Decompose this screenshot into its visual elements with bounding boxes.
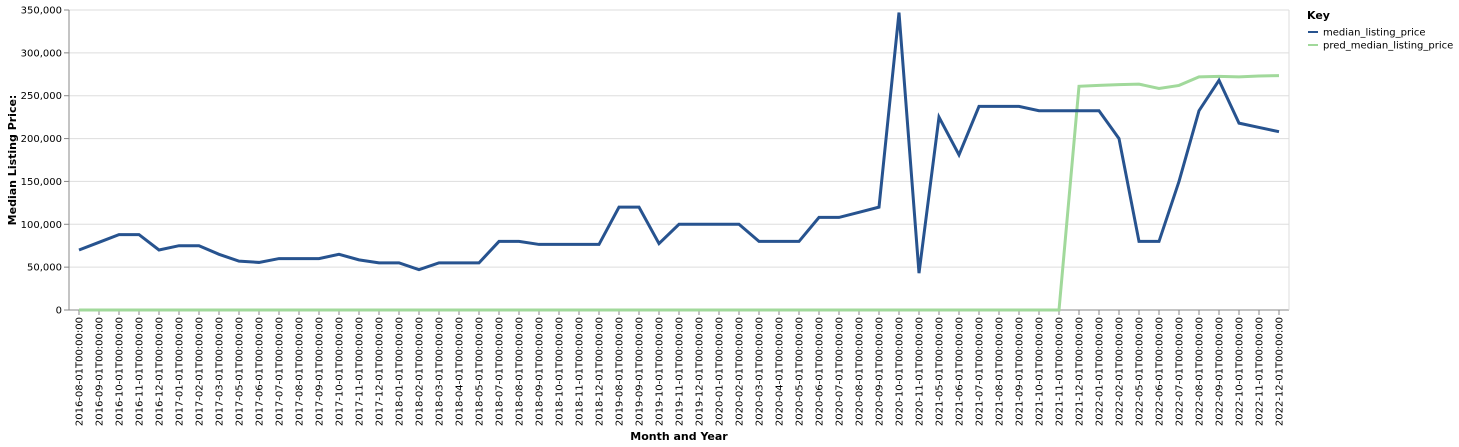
x-tick-label: 2018-09-01T00:00:00 xyxy=(535,317,546,426)
series-lines xyxy=(78,12,1280,312)
x-tick-label: 2020-09-01T00:00:00 xyxy=(875,317,886,426)
y-tick-label: 100,000 xyxy=(21,220,62,231)
y-axis-title: Median Listing Price: xyxy=(6,95,19,226)
x-tick-label: 2019-09-01T00:00:00 xyxy=(635,317,646,426)
x-tick-label: 2016-12-01T00:00:00 xyxy=(155,317,166,426)
x-tick-label: 2017-07-01T00:00:00 xyxy=(275,317,286,426)
legend: Key median_listing_price pred_median_list… xyxy=(1307,9,1453,52)
x-tick-label: 2020-10-01T00:00:00 xyxy=(895,317,906,426)
x-tick-label: 2019-11-01T00:00:00 xyxy=(675,317,686,426)
x-tick-label: 2017-12-01T00:00:00 xyxy=(375,317,386,426)
gridlines xyxy=(69,9,1289,311)
x-tick-label: 2017-09-01T00:00:00 xyxy=(315,317,326,426)
x-tick-label: 2019-10-01T00:00:00 xyxy=(655,317,666,426)
series-line-median-listing-price xyxy=(78,12,1280,274)
x-tick-label: 2016-08-01T00:00:00 xyxy=(75,317,86,426)
y-tick-label: 0 xyxy=(56,306,62,317)
x-tick-label: 2017-02-01T00:00:00 xyxy=(195,317,206,426)
x-tick-label: 2022-12-01T00:00:00 xyxy=(1275,317,1286,426)
x-tick-label: 2016-11-01T00:00:00 xyxy=(135,317,146,426)
series-line-pred-median-listing-price xyxy=(79,74,1280,312)
x-tick-label: 2020-01-01T00:00:00 xyxy=(715,317,726,426)
y-tick-label: 50,000 xyxy=(27,263,62,274)
x-tick-label: 2021-12-01T00:00:00 xyxy=(1075,317,1086,426)
x-tick-label: 2017-03-01T00:00:00 xyxy=(215,317,226,426)
axes: 0 50,000 100,000 150,000 200,000 250,000 300,0… xyxy=(21,6,1290,426)
x-tick-label: 2018-02-01T00:00:00 xyxy=(415,317,426,426)
x-tick-label: 2020-08-01T00:00:00 xyxy=(855,317,866,426)
x-tick-label: 2021-07-01T00:00:00 xyxy=(975,317,986,426)
x-tick-label: 2018-10-01T00:00:00 xyxy=(555,317,566,426)
x-tick-label: 2017-05-01T00:00:00 xyxy=(235,317,246,426)
x-tick-label: 2018-03-01T00:00:00 xyxy=(435,317,446,426)
x-tick-label: 2017-08-01T00:00:00 xyxy=(295,317,306,426)
legend-title: Key xyxy=(1307,9,1330,22)
x-tick-label: 2020-05-01T00:00:00 xyxy=(795,317,806,426)
y-tick-label: 150,000 xyxy=(21,177,62,188)
x-tick-label: 2021-10-01T00:00:00 xyxy=(1035,317,1046,426)
x-tick-label: 2018-01-01T00:00:00 xyxy=(395,317,406,426)
x-tick-label: 2020-06-01T00:00:00 xyxy=(815,317,826,426)
x-tick-label: 2021-09-01T00:00:00 xyxy=(1015,317,1026,426)
x-tick-label: 2018-08-01T00:00:00 xyxy=(515,317,526,426)
x-tick-label: 2022-01-01T00:00:00 xyxy=(1095,317,1106,426)
x-tick-label: 2017-10-01T00:00:00 xyxy=(335,317,346,426)
x-tick-label: 2020-11-01T00:00:00 xyxy=(915,317,926,426)
x-tick-label: 2019-08-01T00:00:00 xyxy=(615,317,626,426)
x-tick-label: 2018-07-01T00:00:00 xyxy=(495,317,506,426)
x-axis-title: Month and Year xyxy=(630,430,728,443)
x-tick-label: 2021-05-01T00:00:00 xyxy=(935,317,946,426)
x-tick-label: 2020-03-01T00:00:00 xyxy=(755,317,766,426)
x-tick-label: 2022-11-01T00:00:00 xyxy=(1255,317,1266,426)
x-tick-label: 2021-11-01T00:00:00 xyxy=(1055,317,1066,426)
y-tick-label: 350,000 xyxy=(21,6,62,17)
y-tick-label: 250,000 xyxy=(21,91,62,102)
x-tick-label: 2017-01-01T00:00:00 xyxy=(175,317,186,426)
x-tick-label: 2020-07-01T00:00:00 xyxy=(835,317,846,426)
x-tick-label: 2021-08-01T00:00:00 xyxy=(995,317,1006,426)
legend-entry-label: median_listing_price xyxy=(1323,28,1426,39)
x-tick-label: 2018-05-01T00:00:00 xyxy=(475,317,486,426)
x-tick-label: 2018-11-01T00:00:00 xyxy=(575,317,586,426)
x-tick-label: 2016-10-01T00:00:00 xyxy=(115,317,126,426)
legend-entry-label: pred_median_listing_price xyxy=(1323,41,1453,52)
x-tick-label: 2022-02-01T00:00:00 xyxy=(1115,317,1126,426)
y-tick-label: 300,000 xyxy=(21,48,62,59)
x-tick-label: 2022-09-01T00:00:00 xyxy=(1215,317,1226,426)
x-tick-label: 2017-06-01T00:00:00 xyxy=(255,317,266,426)
y-tick-label: 200,000 xyxy=(21,134,62,145)
x-tick-label: 2022-07-01T00:00:00 xyxy=(1175,317,1186,426)
x-tick-label: 2019-12-01T00:00:00 xyxy=(695,317,706,426)
x-tick-label: 2018-04-01T00:00:00 xyxy=(455,317,466,426)
x-tick-label: 2018-12-01T00:00:00 xyxy=(595,317,606,426)
x-tick-label: 2017-11-01T00:00:00 xyxy=(355,317,366,426)
x-tick-label: 2022-06-01T00:00:00 xyxy=(1155,317,1166,426)
x-tick-label: 2021-06-01T00:00:00 xyxy=(955,317,966,426)
x-tick-label: 2020-02-01T00:00:00 xyxy=(735,317,746,426)
x-tick-label: 2022-08-01T00:00:00 xyxy=(1195,317,1206,426)
x-tick-label: 2020-04-01T00:00:00 xyxy=(775,317,786,426)
x-tick-label: 2022-05-01T00:00:00 xyxy=(1135,317,1146,426)
x-tick-label: 2016-09-01T00:00:00 xyxy=(95,317,106,426)
x-tick-label: 2022-10-01T00:00:00 xyxy=(1235,317,1246,426)
